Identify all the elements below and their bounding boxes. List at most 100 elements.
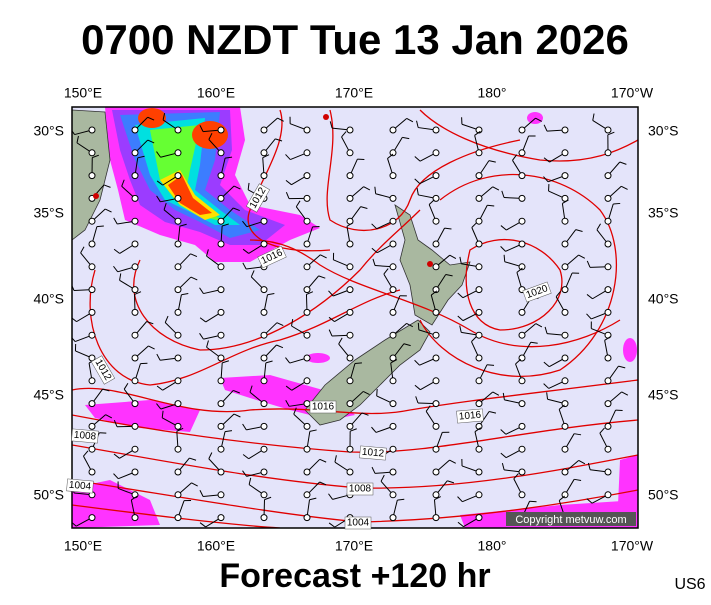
- barb-station: [433, 150, 439, 156]
- barb-station: [261, 332, 267, 338]
- barb-station: [347, 264, 353, 270]
- barb-station: [304, 173, 310, 179]
- barb-station: [218, 469, 224, 475]
- barb-station: [347, 127, 353, 133]
- barb-station: [89, 515, 95, 521]
- barb-feather: [355, 363, 362, 364]
- barb-station: [175, 195, 181, 201]
- barb-station: [519, 241, 525, 247]
- barb-station: [218, 446, 224, 452]
- barb-station: [433, 264, 439, 270]
- barb-station: [433, 469, 439, 475]
- barb-station: [605, 218, 611, 224]
- barb-station: [433, 378, 439, 384]
- barb-station: [433, 446, 439, 452]
- barb-station: [562, 332, 568, 338]
- barb-station: [175, 241, 181, 247]
- barb-station: [132, 515, 138, 521]
- barb-station: [89, 264, 95, 270]
- barb-station: [304, 469, 310, 475]
- barb-station: [304, 264, 310, 270]
- barb-station: [519, 309, 525, 315]
- barb-station: [562, 218, 568, 224]
- barb-station: [261, 287, 267, 293]
- barb-station: [132, 241, 138, 247]
- barb-station: [218, 150, 224, 156]
- barb-station: [476, 355, 482, 361]
- barb-station: [218, 515, 224, 521]
- barb-station: [433, 241, 439, 247]
- barb-station: [433, 332, 439, 338]
- barb-station: [605, 446, 611, 452]
- barb-station: [175, 423, 181, 429]
- barb-station: [433, 492, 439, 498]
- barb-station: [476, 173, 482, 179]
- barb-station: [261, 423, 267, 429]
- barb-station: [562, 241, 568, 247]
- barb-station: [304, 515, 310, 521]
- barb-station: [390, 241, 396, 247]
- barb-station: [89, 378, 95, 384]
- barb-station: [132, 378, 138, 384]
- barb-station: [562, 127, 568, 133]
- barb-station: [132, 401, 138, 407]
- barb-station: [132, 195, 138, 201]
- barb-station: [476, 492, 482, 498]
- isobar-label: 1004: [345, 517, 371, 529]
- barb-station: [175, 469, 181, 475]
- barb-station: [132, 264, 138, 270]
- barb-station: [605, 127, 611, 133]
- isobar-label: 1004: [67, 479, 94, 493]
- barb-station: [562, 287, 568, 293]
- lat-label: 30°S: [648, 123, 679, 139]
- barb-station: [519, 195, 525, 201]
- barb-station: [132, 309, 138, 315]
- barb-station: [175, 355, 181, 361]
- barb-station: [304, 332, 310, 338]
- copyright: Copyright metvuw.com: [515, 514, 626, 526]
- lon-label: 150°E: [64, 538, 102, 554]
- barb-station: [605, 195, 611, 201]
- barb-station: [261, 150, 267, 156]
- barb-station: [132, 287, 138, 293]
- barb-station: [132, 127, 138, 133]
- barb-station: [132, 469, 138, 475]
- barb-station: [390, 469, 396, 475]
- barb-station: [390, 264, 396, 270]
- barb-station: [175, 264, 181, 270]
- isobar-label-text: 1012: [361, 447, 385, 460]
- barb-station: [605, 309, 611, 315]
- title: 0700 NZDT Tue 13 Jan 2026: [81, 16, 629, 63]
- barb-station: [519, 150, 525, 156]
- barb-station: [347, 195, 353, 201]
- barb-station: [519, 401, 525, 407]
- barb-station: [218, 287, 224, 293]
- barb-station: [390, 150, 396, 156]
- lat-label: 30°S: [33, 123, 64, 139]
- barb-station: [347, 150, 353, 156]
- barb-station: [347, 332, 353, 338]
- barb-station: [433, 401, 439, 407]
- barb-station: [390, 401, 396, 407]
- barb-station: [390, 515, 396, 521]
- barb-station: [261, 218, 267, 224]
- barb-station: [218, 332, 224, 338]
- isobar-label: 1016: [310, 401, 336, 413]
- barb-station: [261, 492, 267, 498]
- isobar-label-text: 1008: [349, 484, 372, 495]
- lat-label: 45°S: [648, 387, 679, 403]
- barb-station: [390, 127, 396, 133]
- barb-station: [476, 309, 482, 315]
- barb-station: [175, 401, 181, 407]
- barb-station: [605, 423, 611, 429]
- barb-station: [89, 469, 95, 475]
- barb-station: [218, 309, 224, 315]
- barb-station: [261, 401, 267, 407]
- barb-station: [261, 515, 267, 521]
- barb-station: [304, 309, 310, 315]
- barb-feather: [504, 255, 505, 262]
- barb-station: [132, 355, 138, 361]
- barb-station: [304, 355, 310, 361]
- barb-station: [304, 127, 310, 133]
- barb-station: [175, 218, 181, 224]
